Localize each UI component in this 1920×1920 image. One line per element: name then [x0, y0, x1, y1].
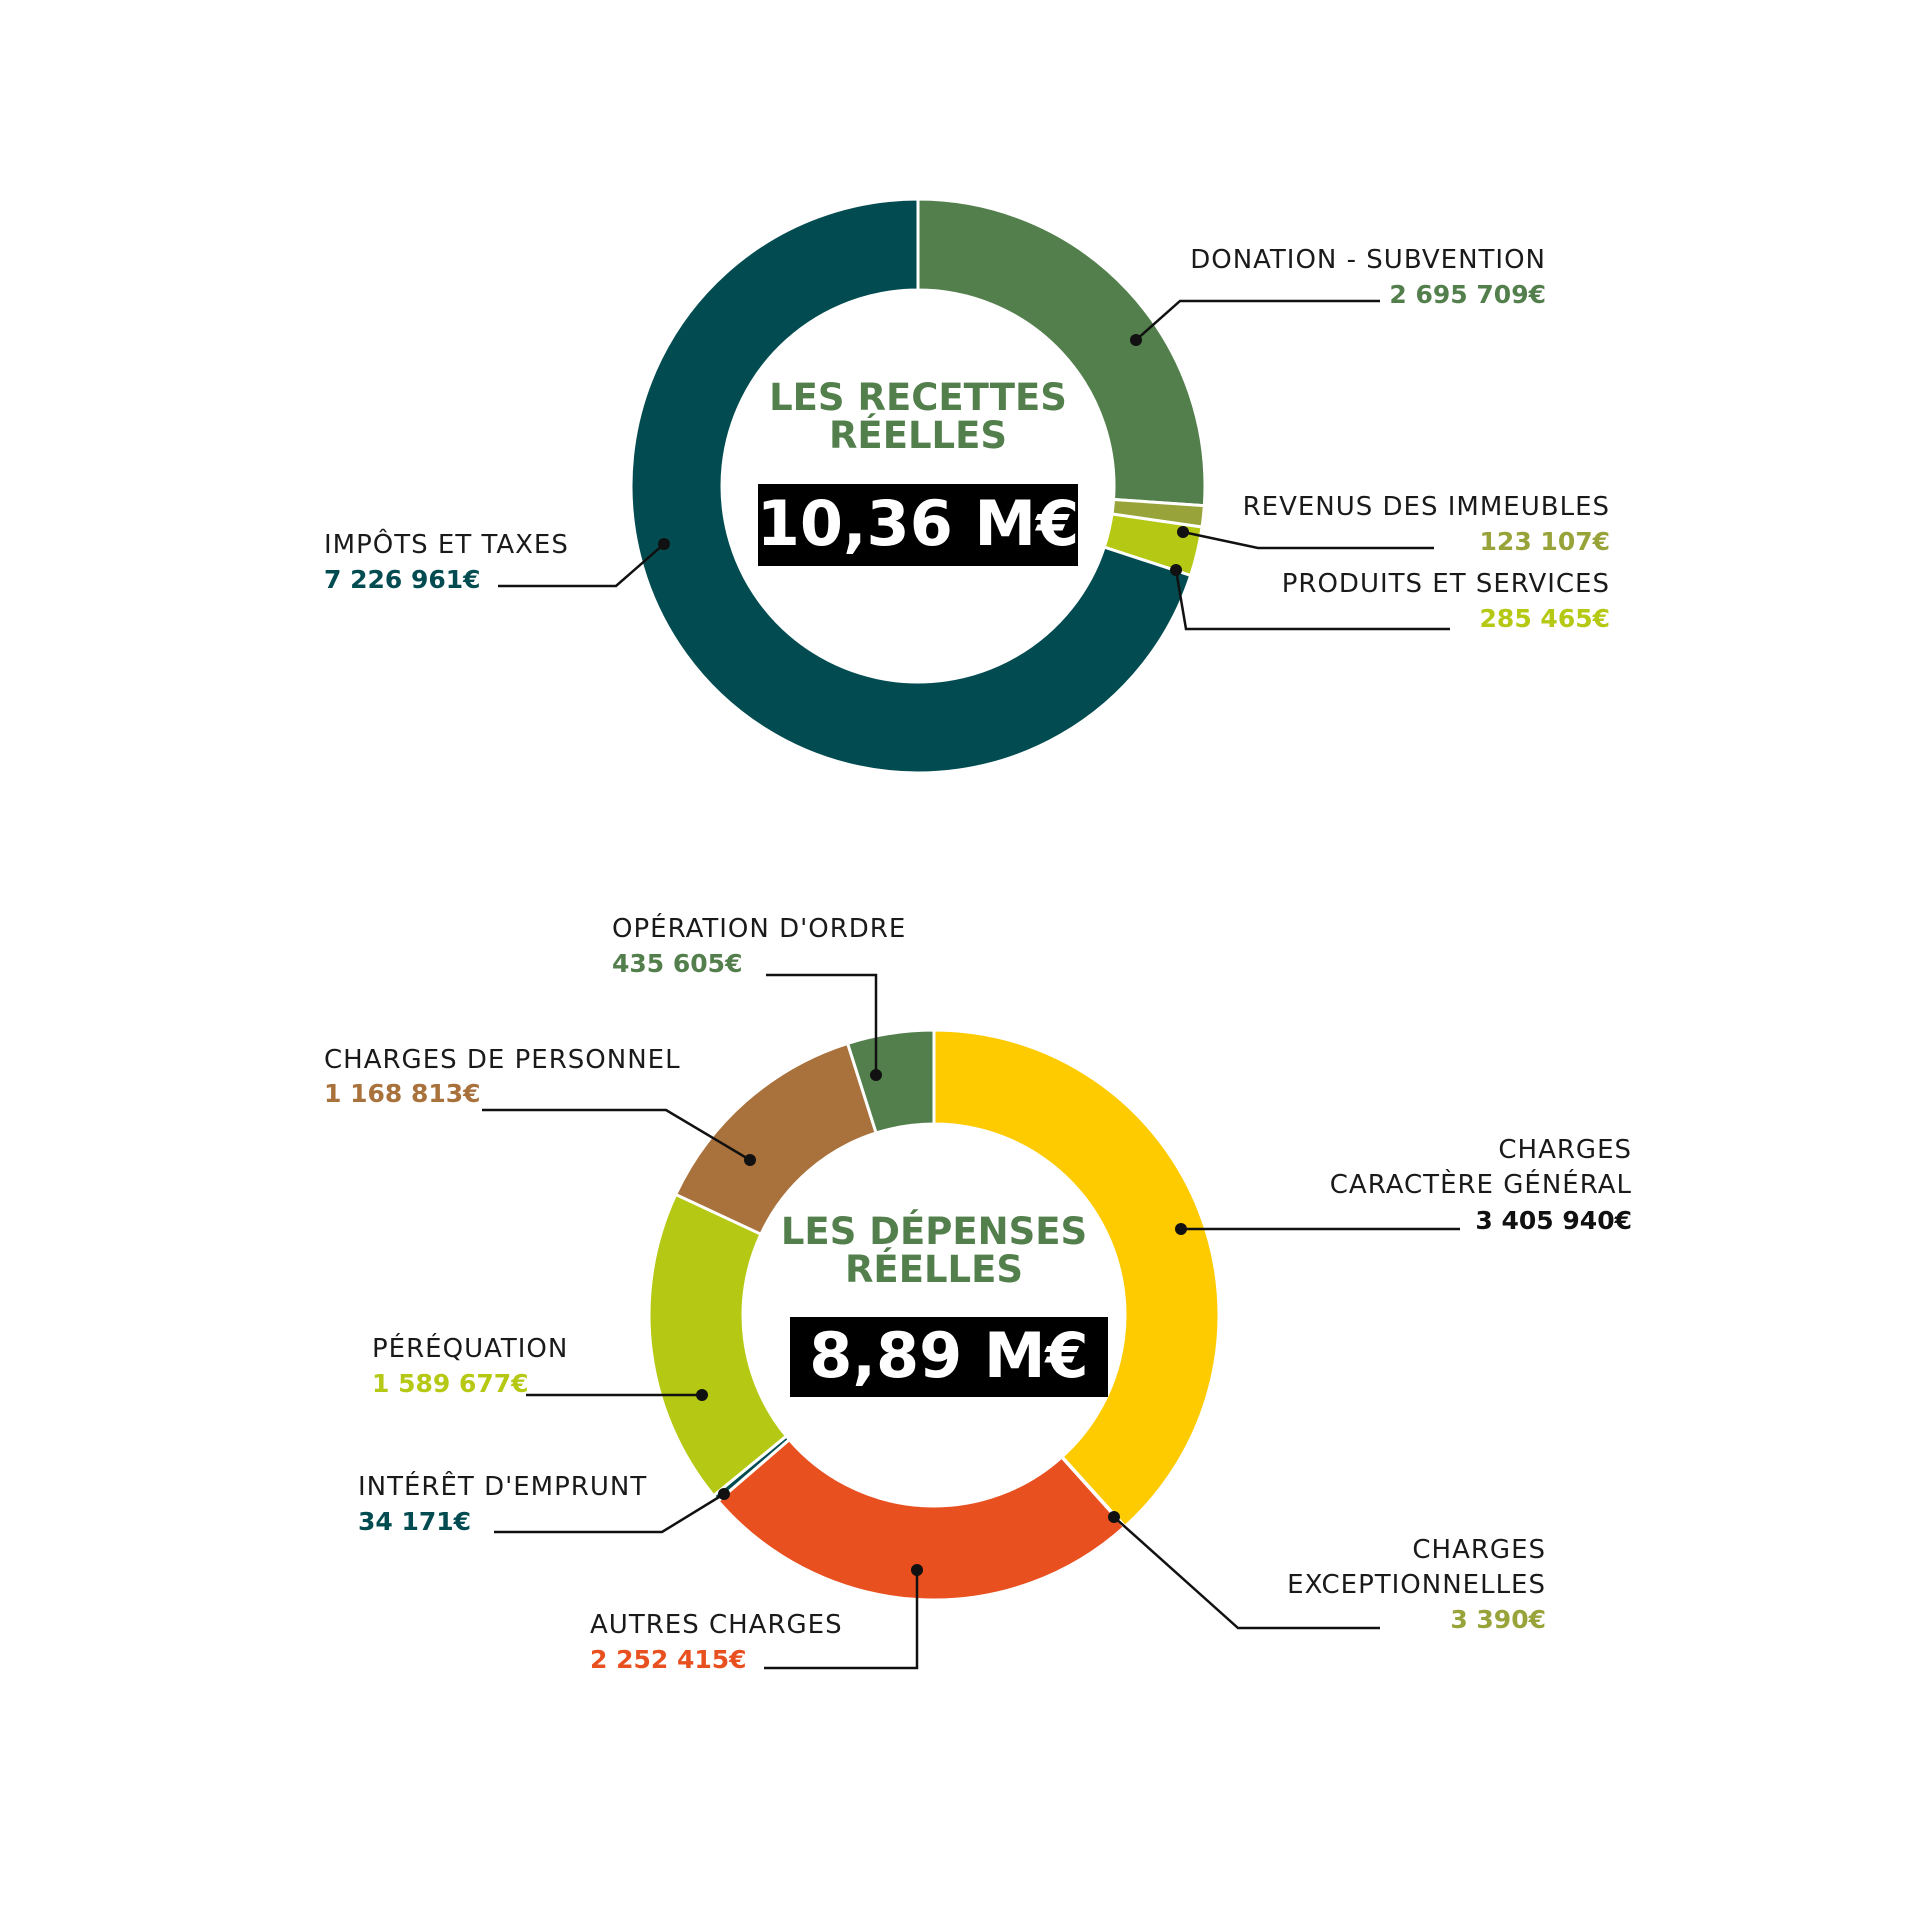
label-value-donation-subvention: 2 695 709€	[1389, 280, 1546, 309]
center-title-line2: RÉELLES	[829, 413, 1007, 457]
leader-dot-perequation	[696, 1389, 708, 1401]
leader-line-revenus-des-immeubles	[1182, 530, 1434, 550]
label-name-revenus-des-immeubles: REVENUS DES IMMEUBLES	[1243, 492, 1610, 522]
label-value-operation-d-ordre: 435 605€	[612, 949, 742, 978]
label-name-charges-exceptionnelles: EXCEPTIONNELLES	[1287, 1570, 1546, 1600]
leader-dot-autres-charges	[911, 1564, 923, 1576]
label-charges-exceptionnelles: CHARGES EXCEPTIONNELLES 3 390€	[1108, 1511, 1546, 1634]
total-box	[790, 1317, 1108, 1397]
label-name-charges-exceptionnelles: CHARGES	[1412, 1535, 1546, 1565]
leader-dot-interet-d-emprunt	[718, 1488, 730, 1500]
leader-line-charges-de-personnel	[482, 1108, 751, 1162]
label-value-charges-caractere-general: 3 405 940€	[1475, 1206, 1632, 1235]
leader-dot-charges-exceptionnelles	[1108, 1511, 1120, 1523]
leader-line-autres-charges	[764, 1570, 919, 1670]
label-revenus-des-immeubles: REVENUS DES IMMEUBLES 123 107€	[1177, 492, 1610, 556]
leader-line-operation-d-ordre	[766, 973, 878, 1075]
leader-dot-charges-de-personnel	[744, 1154, 756, 1166]
label-produits-et-services: PRODUITS ET SERVICES 285 465€	[1170, 564, 1610, 633]
total-value: 10,36 M€	[757, 487, 1080, 560]
leader-line-donation-subvention	[1135, 299, 1380, 341]
total-box	[758, 484, 1078, 566]
label-charges-de-personnel: CHARGES DE PERSONNEL 1 168 813€	[324, 1045, 756, 1166]
label-name-donation-subvention: DONATION - SUBVENTION	[1190, 245, 1546, 275]
label-value-charges-de-personnel: 1 168 813€	[324, 1079, 481, 1108]
slice-impots-et-taxes	[629, 197, 1193, 775]
slice-donation-subvention	[916, 197, 1207, 508]
slice-operation-d-ordre	[845, 1028, 936, 1135]
slice-perequation	[647, 1192, 789, 1498]
leader-dot-produits-et-services	[1170, 564, 1182, 576]
label-name-autres-charges: AUTRES CHARGES	[590, 1610, 843, 1640]
center-title-line1: LES RECETTES	[769, 376, 1067, 419]
total-value: 8,89 M€	[809, 1319, 1088, 1392]
slice-charges-de-personnel	[673, 1041, 879, 1237]
label-name-charges-de-personnel: CHARGES DE PERSONNEL	[324, 1045, 681, 1075]
label-value-produits-et-services: 285 465€	[1480, 604, 1610, 633]
label-value-charges-exceptionnelles: 3 390€	[1450, 1605, 1546, 1634]
label-interet-d-emprunt: INTÉRÊT D'EMPRUNT 34 171€	[358, 1470, 730, 1536]
label-name-operation-d-ordre: OPÉRATION D'ORDRE	[612, 912, 906, 944]
label-name-charges-caractere-general: CHARGES	[1498, 1135, 1632, 1165]
leader-line-interet-d-emprunt	[494, 1492, 725, 1534]
label-value-impots-et-taxes: 7 226 961€	[324, 565, 481, 594]
label-value-perequation: 1 589 677€	[372, 1369, 529, 1398]
center-title-line2: RÉELLES	[845, 1247, 1023, 1291]
label-name-produits-et-services: PRODUITS ET SERVICES	[1282, 569, 1610, 599]
label-value-autres-charges: 2 252 415€	[590, 1645, 747, 1674]
center-title-line1: LES DÉPENSES	[781, 1209, 1087, 1253]
label-impots-et-taxes: IMPÔTS ET TAXES 7 226 961€	[324, 528, 670, 594]
slice-autres-charges	[715, 1437, 1127, 1602]
label-donation-subvention: DONATION - SUBVENTION 2 695 709€	[1130, 245, 1546, 346]
leader-line-impots-et-taxes	[498, 543, 665, 588]
label-perequation: PÉRÉQUATION 1 589 677€	[372, 1332, 708, 1401]
label-value-revenus-des-immeubles: 123 107€	[1480, 527, 1610, 556]
leader-dot-charges-caractere-general	[1175, 1223, 1187, 1235]
label-value-interet-d-emprunt: 34 171€	[358, 1507, 471, 1536]
label-name-interet-d-emprunt: INTÉRÊT D'EMPRUNT	[358, 1470, 647, 1502]
label-name-impots-et-taxes: IMPÔTS ET TAXES	[324, 528, 569, 560]
label-name-charges-caractere-general: CARACTÈRE GÉNÉRAL	[1330, 1168, 1632, 1200]
leader-dot-impots-et-taxes	[658, 538, 670, 550]
leader-dot-operation-d-ordre	[870, 1069, 882, 1081]
label-operation-d-ordre: OPÉRATION D'ORDRE 435 605€	[612, 912, 906, 1081]
slice-charges-caractere-general	[932, 1028, 1221, 1529]
leader-dot-revenus-des-immeubles	[1177, 526, 1189, 538]
leader-dot-donation-subvention	[1130, 334, 1142, 346]
label-name-perequation: PÉRÉQUATION	[372, 1332, 568, 1364]
leader-line-charges-exceptionnelles	[1113, 1516, 1380, 1630]
label-autres-charges: AUTRES CHARGES 2 252 415€	[590, 1564, 923, 1674]
leader-line-produits-et-services	[1174, 569, 1450, 631]
